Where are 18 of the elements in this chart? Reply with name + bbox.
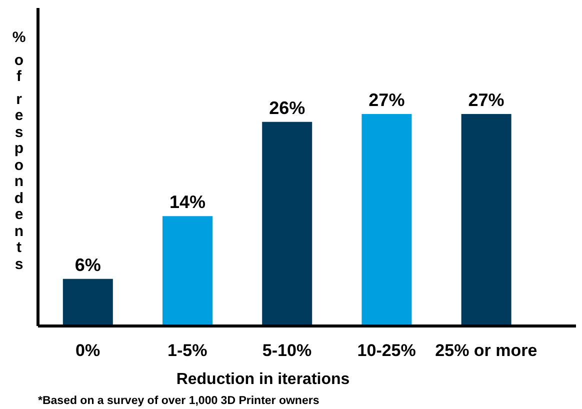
data-label: 27%: [468, 90, 504, 110]
data-label: 27%: [368, 90, 405, 110]
bar: [262, 122, 312, 326]
x-tick-label: 1-5%: [168, 341, 208, 360]
bar: [162, 216, 212, 326]
bar: [62, 278, 113, 326]
data-label: 26%: [269, 98, 306, 118]
bar: [362, 114, 412, 326]
x-tick-label: 5-10%: [262, 341, 312, 360]
data-label: 14%: [169, 192, 206, 212]
text: *Based on a survey of over 1,000 3D Printer owners: [38, 395, 320, 407]
x-tick-label: 0%: [76, 341, 100, 360]
data-label: 6%: [74, 254, 101, 275]
x-tick-label: 25% or more: [435, 341, 538, 360]
x-tick-label: 10-25%: [357, 341, 416, 360]
x-axis-title: Reduction in iterations: [175, 371, 351, 389]
text: % of respondents: [12, 29, 26, 272]
bar: [461, 114, 512, 326]
